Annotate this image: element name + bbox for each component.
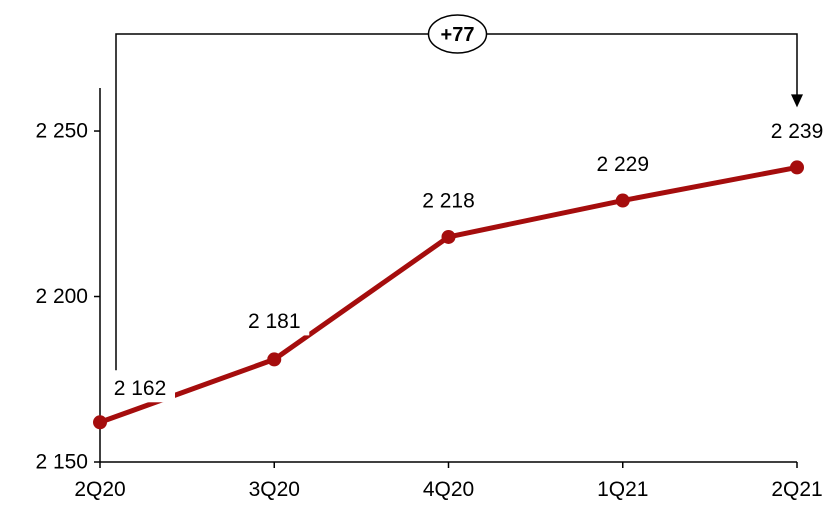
y-tick-label: 2 200 bbox=[35, 285, 88, 308]
y-tick-label: 2 250 bbox=[35, 120, 88, 143]
axes bbox=[99, 88, 797, 463]
delta-label: +77 bbox=[441, 24, 475, 46]
series-revenue bbox=[93, 160, 804, 430]
data-label-bg bbox=[105, 374, 175, 403]
data-labels: 2 162 2 181 2 218 2 229 2 239 bbox=[105, 117, 827, 403]
data-label-bg bbox=[239, 307, 310, 336]
data-label: 2 229 bbox=[596, 153, 649, 176]
data-point bbox=[790, 160, 804, 175]
delta-annotation: +77 bbox=[115, 14, 803, 371]
data-label-bg bbox=[587, 150, 658, 179]
data-point bbox=[267, 352, 282, 367]
data-point bbox=[93, 415, 107, 430]
data-point bbox=[615, 193, 630, 208]
data-label-bg bbox=[762, 117, 827, 146]
y-ticks: 2 150 2 200 2 250 bbox=[35, 120, 100, 474]
x-ticks: 2Q20 3Q20 4Q20 1Q21 2Q21 bbox=[74, 462, 823, 501]
data-label: 2 218 bbox=[422, 189, 475, 212]
data-label: 2 239 bbox=[771, 120, 824, 143]
data-point bbox=[441, 229, 456, 244]
x-tick-label: 2Q21 bbox=[771, 478, 822, 501]
data-label-bg bbox=[413, 186, 484, 215]
delta-arrow-icon bbox=[791, 94, 803, 108]
data-label: 2 162 bbox=[114, 377, 167, 400]
data-label: 2 181 bbox=[248, 310, 301, 333]
x-tick-label: 1Q21 bbox=[597, 478, 648, 501]
x-tick-label: 3Q20 bbox=[249, 478, 300, 501]
x-tick-label: 2Q20 bbox=[74, 478, 125, 501]
delta-bubble bbox=[427, 14, 488, 54]
x-tick-label: 4Q20 bbox=[423, 478, 474, 501]
y-tick-label: 2 150 bbox=[35, 451, 88, 474]
